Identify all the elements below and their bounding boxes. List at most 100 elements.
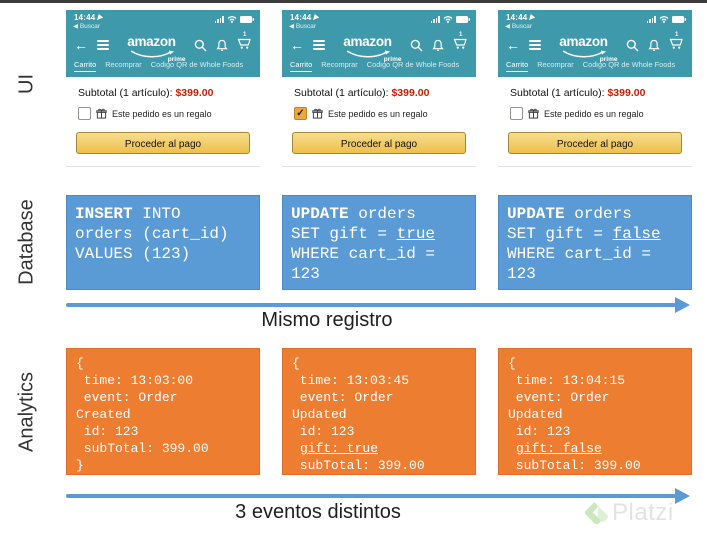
subtotal-row: Subtotal (1 artículo): $399.00 bbox=[66, 77, 260, 99]
nav-bar: ← amazon prime 1 bbox=[282, 32, 476, 63]
smile-arrow-icon bbox=[346, 49, 390, 57]
gift-label: Este pedido es un regalo bbox=[112, 108, 212, 119]
subtotal-value: $399.00 bbox=[607, 87, 646, 99]
amazon-logo[interactable]: amazon prime bbox=[121, 33, 185, 62]
sql-box-update-true: UPDATE orders SET gift = true WHERE cart… bbox=[282, 195, 476, 290]
battery-icon bbox=[456, 16, 470, 23]
cart-count-badge: 1 bbox=[675, 31, 679, 38]
checkout-button[interactable]: Proceder al pago bbox=[76, 132, 250, 154]
amazon-logo[interactable]: amazon prime bbox=[553, 33, 617, 62]
timeline-arrow-database bbox=[66, 303, 676, 307]
sql-value-false: false bbox=[612, 225, 661, 243]
phone-mockup-2: 14:44 ◀ Buscar ← amazon prime bbox=[282, 10, 476, 167]
cart-screen: Subtotal (1 artículo): $399.00 Este pedi… bbox=[498, 77, 692, 167]
back-to-app-label[interactable]: ◀ Buscar bbox=[505, 23, 533, 30]
checkout-button[interactable]: Proceder al pago bbox=[292, 132, 466, 154]
location-arrow-icon bbox=[313, 14, 320, 21]
amazon-logo[interactable]: amazon prime bbox=[337, 33, 401, 62]
subtotal-value: $399.00 bbox=[175, 87, 214, 99]
top-divider-bar bbox=[0, 0, 707, 3]
status-bar: 14:44 bbox=[498, 10, 692, 23]
back-icon[interactable]: ← bbox=[74, 37, 88, 53]
status-time: 14:44 bbox=[290, 13, 320, 22]
tab-codigo-qr[interactable]: Codigo QR de Whole Foods bbox=[582, 60, 676, 69]
phone-mockup-1: 14:44 ◀ Buscar ← amazon prime bbox=[66, 10, 260, 167]
gift-checkbox[interactable] bbox=[78, 107, 91, 120]
cart-icon[interactable]: 1 bbox=[237, 32, 252, 55]
sql-keyword: INSERT bbox=[75, 205, 133, 223]
amazon-logo-text: amazon bbox=[559, 33, 608, 49]
battery-icon bbox=[672, 16, 686, 23]
amazon-app-header: 14:44 ◀ Buscar ← amazon prime bbox=[66, 10, 260, 77]
amazon-logo-text: amazon bbox=[343, 33, 392, 49]
nav-bar: ← amazon prime 1 bbox=[66, 32, 260, 63]
caption-three-events: 3 eventos distintos bbox=[235, 501, 401, 523]
tab-recomprar[interactable]: Recomprar bbox=[537, 60, 574, 69]
nav-icons: 1 bbox=[410, 32, 468, 55]
event-box-order-created: { time: 13:03:00 event: Order Created id… bbox=[66, 348, 260, 475]
tab-carrito[interactable]: Carrito bbox=[506, 60, 529, 72]
sql-keyword: UPDATE bbox=[291, 205, 349, 223]
tab-carrito[interactable]: Carrito bbox=[290, 60, 313, 72]
bell-icon[interactable] bbox=[432, 39, 444, 52]
subtotal-label: Subtotal (1 artículo): bbox=[294, 87, 392, 99]
cart-icon[interactable]: 1 bbox=[669, 32, 684, 55]
cart-count-badge: 1 bbox=[459, 31, 463, 38]
tab-codigo-qr[interactable]: Codigo QR de Whole Foods bbox=[366, 60, 460, 69]
signal-icon bbox=[214, 16, 224, 23]
back-icon[interactable]: ← bbox=[506, 37, 520, 53]
bell-icon[interactable] bbox=[216, 39, 228, 52]
gift-checkbox[interactable] bbox=[510, 107, 523, 120]
subtotal-value: $399.00 bbox=[391, 87, 430, 99]
menu-icon[interactable] bbox=[529, 40, 541, 50]
status-icons bbox=[646, 13, 686, 23]
sql-keyword: UPDATE bbox=[507, 205, 565, 223]
tab-bar: Carrito Recomprar Codigo QR de Whole Foo… bbox=[282, 60, 476, 77]
tab-bar: Carrito Recomprar Codigo QR de Whole Foo… bbox=[66, 60, 260, 77]
gift-icon bbox=[312, 108, 323, 119]
battery-icon bbox=[240, 16, 254, 23]
tab-bar: Carrito Recomprar Codigo QR de Whole Foo… bbox=[498, 60, 692, 77]
sql-value-true: true bbox=[396, 225, 436, 243]
back-icon[interactable]: ← bbox=[290, 37, 304, 53]
status-time: 14:44 bbox=[74, 13, 104, 22]
gift-option-row: Este pedido es un regalo bbox=[66, 99, 260, 120]
tab-carrito[interactable]: Carrito bbox=[74, 60, 97, 72]
event-gift-field: gift: false bbox=[516, 441, 602, 456]
amazon-app-header: 14:44 ◀ Buscar ← amazon prime bbox=[498, 10, 692, 77]
cart-icon[interactable]: 1 bbox=[453, 32, 468, 55]
gift-option-row: ✓ Este pedido es un regalo bbox=[282, 99, 476, 120]
prime-label: prime bbox=[167, 55, 186, 63]
tab-recomprar[interactable]: Recomprar bbox=[105, 60, 142, 69]
search-icon[interactable] bbox=[410, 39, 423, 52]
tab-recomprar[interactable]: Recomprar bbox=[321, 60, 358, 69]
cart-count-badge: 1 bbox=[243, 31, 247, 38]
amazon-app-header: 14:44 ◀ Buscar ← amazon prime bbox=[282, 10, 476, 77]
status-bar: 14:44 bbox=[282, 10, 476, 23]
sql-box-update-false: UPDATE orders SET gift = false WHERE car… bbox=[498, 195, 692, 290]
gift-icon bbox=[96, 108, 107, 119]
cart-screen: Subtotal (1 artículo): $399.00 ✓ Este pe… bbox=[282, 77, 476, 167]
gift-checkbox-checked[interactable]: ✓ bbox=[294, 107, 307, 120]
menu-icon[interactable] bbox=[97, 40, 109, 50]
checkout-button[interactable]: Proceder al pago bbox=[508, 132, 682, 154]
search-icon[interactable] bbox=[626, 39, 639, 52]
status-icons bbox=[430, 13, 470, 23]
signal-icon bbox=[430, 16, 440, 23]
bell-icon[interactable] bbox=[648, 39, 660, 52]
caption-same-record: Mismo registro bbox=[261, 309, 393, 331]
tab-codigo-qr[interactable]: Codigo QR de Whole Foods bbox=[150, 60, 244, 69]
nav-bar: ← amazon prime 1 bbox=[498, 32, 692, 63]
timeline-arrow-analytics bbox=[66, 494, 676, 498]
platzi-watermark: Platzi bbox=[584, 499, 674, 527]
amazon-logo-text: amazon bbox=[127, 33, 176, 49]
back-to-app-label[interactable]: ◀ Buscar bbox=[289, 23, 317, 30]
location-arrow-icon bbox=[97, 14, 104, 21]
back-to-app-label[interactable]: ◀ Buscar bbox=[73, 23, 101, 30]
row-label-analytics: Analytics bbox=[15, 371, 38, 453]
gift-label: Este pedido es un regalo bbox=[328, 108, 428, 119]
menu-icon[interactable] bbox=[313, 40, 325, 50]
search-icon[interactable] bbox=[194, 39, 207, 52]
row-label-database: Database bbox=[15, 199, 38, 285]
wifi-icon bbox=[443, 16, 453, 23]
